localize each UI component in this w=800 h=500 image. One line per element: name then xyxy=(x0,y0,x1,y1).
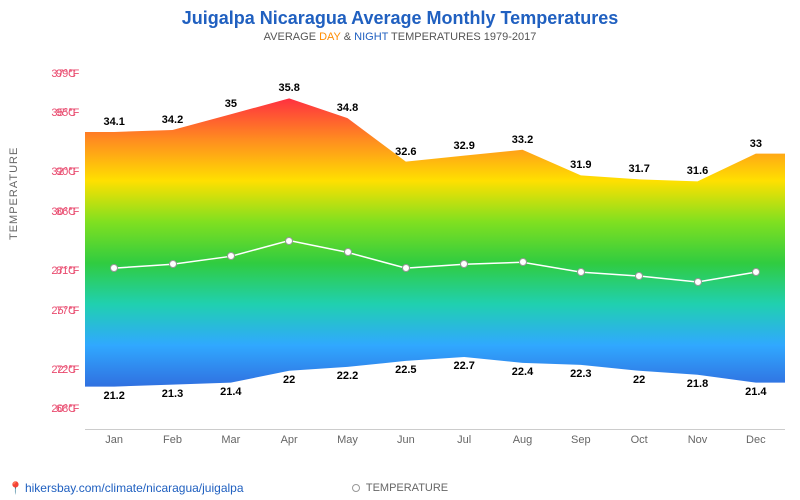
chart-svg xyxy=(85,55,785,430)
chart-title: Juigalpa Nicaragua Average Monthly Tempe… xyxy=(0,0,800,29)
day-temp-label: 34.1 xyxy=(103,116,124,128)
avg-marker xyxy=(110,264,118,272)
night-temp-label: 21.4 xyxy=(745,386,766,398)
night-temp-label: 21.3 xyxy=(162,388,183,400)
x-tick: Apr xyxy=(260,434,318,446)
x-tick: Aug xyxy=(494,434,552,446)
night-temp-label: 21.2 xyxy=(103,390,124,402)
night-temp-label: 22 xyxy=(283,374,295,386)
legend-label: TEMPERATURE xyxy=(366,482,448,494)
day-temp-label: 31.6 xyxy=(687,165,708,177)
avg-marker xyxy=(402,264,410,272)
day-temp-label: 34.8 xyxy=(337,102,358,114)
x-tick: Jul xyxy=(435,434,493,446)
night-word: NIGHT xyxy=(354,31,388,43)
avg-marker xyxy=(694,278,702,286)
day-temp-label: 31.9 xyxy=(570,159,591,171)
chart-plot-area xyxy=(85,55,785,430)
night-temp-label: 21.8 xyxy=(687,378,708,390)
x-tick: Oct xyxy=(610,434,668,446)
y-tick-f: 90°F xyxy=(56,166,79,178)
night-temp-label: 22.2 xyxy=(337,370,358,382)
avg-marker xyxy=(227,252,235,260)
x-tick: Feb xyxy=(144,434,202,446)
y-tick-f: 99°F xyxy=(56,68,79,80)
x-tick: Jun xyxy=(377,434,435,446)
night-temp-label: 22 xyxy=(633,374,645,386)
x-tick: Dec xyxy=(727,434,785,446)
temperature-area xyxy=(85,98,785,386)
night-temp-label: 22.7 xyxy=(453,360,474,372)
day-temp-label: 31.7 xyxy=(628,163,649,175)
day-word: DAY xyxy=(319,31,341,43)
x-tick: Sep xyxy=(552,434,610,446)
avg-marker xyxy=(577,268,585,276)
y-tick-f: 72°F xyxy=(56,364,79,376)
pin-icon: 📍 xyxy=(8,481,23,495)
chart-container: Juigalpa Nicaragua Average Monthly Tempe… xyxy=(0,0,800,500)
avg-marker xyxy=(752,268,760,276)
night-temp-label: 22.4 xyxy=(512,366,533,378)
avg-marker xyxy=(285,237,293,245)
footer-url: 📍hikersbay.com/climate/nicaragua/juigalp… xyxy=(8,481,244,495)
day-temp-label: 33 xyxy=(750,138,762,150)
avg-marker xyxy=(460,260,468,268)
night-temp-label: 22.3 xyxy=(570,368,591,380)
day-temp-label: 35 xyxy=(225,98,237,110)
x-tick: May xyxy=(319,434,377,446)
avg-marker xyxy=(344,248,352,256)
day-temp-label: 32.9 xyxy=(453,140,474,152)
y-tick-f: 68°F xyxy=(56,403,79,415)
day-temp-label: 35.8 xyxy=(278,82,299,94)
y-axis-label: TEMPERATURE xyxy=(8,147,20,240)
day-temp-label: 33.2 xyxy=(512,134,533,146)
day-temp-label: 34.2 xyxy=(162,114,183,126)
y-tick-f: 81°F xyxy=(56,265,79,277)
chart-subtitle: AVERAGE DAY & NIGHT TEMPERATURES 1979-20… xyxy=(0,31,800,43)
night-temp-label: 21.4 xyxy=(220,386,241,398)
avg-marker xyxy=(519,258,527,266)
y-tick-f: 95°F xyxy=(56,107,79,119)
avg-marker xyxy=(169,260,177,268)
x-tick: Nov xyxy=(669,434,727,446)
x-tick: Jan xyxy=(85,434,143,446)
night-temp-label: 22.5 xyxy=(395,364,416,376)
x-tick: Mar xyxy=(202,434,260,446)
y-tick-f: 86°F xyxy=(56,206,79,218)
legend-marker-icon xyxy=(352,484,360,492)
day-temp-label: 32.6 xyxy=(395,146,416,158)
y-tick-f: 77°F xyxy=(56,305,79,317)
avg-marker xyxy=(635,272,643,280)
